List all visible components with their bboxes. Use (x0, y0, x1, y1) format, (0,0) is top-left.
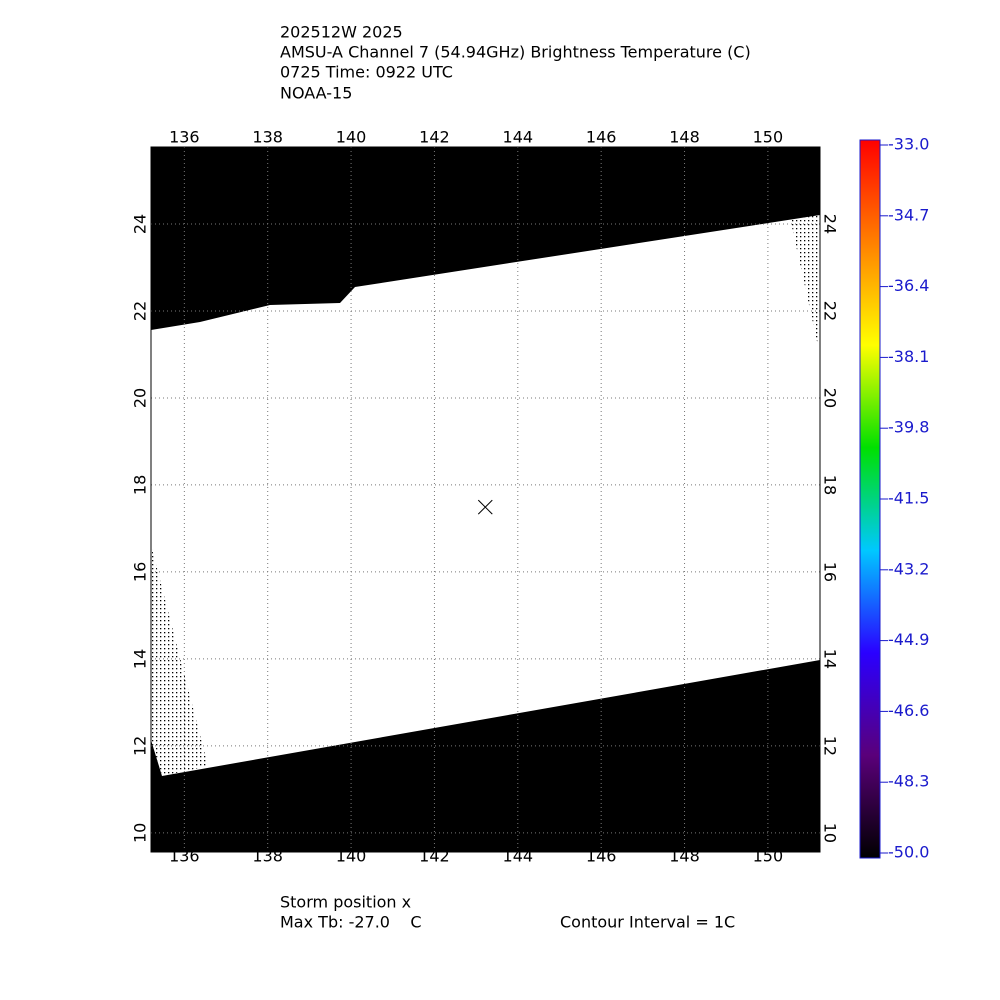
colorbar-label: -38.1 (888, 347, 929, 366)
storm-marker-stroke (477, 499, 493, 515)
y-tick-label: 20 (821, 388, 840, 408)
x-tick-label: 150 (753, 128, 784, 147)
contour-interval: Contour Interval = 1C (560, 913, 735, 932)
x-tick-label: 144 (503, 847, 534, 866)
x-tick-label: 144 (503, 128, 534, 147)
title-line: AMSU-A Channel 7 (54.94GHz) Brightness T… (280, 43, 751, 62)
x-tick-label: 138 (252, 128, 283, 147)
y-tick-label: 16 (131, 562, 150, 582)
x-tick-label: 140 (336, 847, 367, 866)
y-tick-label: 14 (131, 649, 150, 669)
x-tick-label: 136 (169, 128, 200, 147)
colorbar-label: -43.2 (888, 559, 929, 578)
colorbar-label: -41.5 (888, 489, 929, 508)
colorbar-label: -44.9 (888, 630, 929, 649)
title-line: 202512W 2025 (280, 23, 403, 42)
y-tick-label: 20 (131, 388, 150, 408)
y-tick-label: 18 (131, 475, 150, 495)
y-tick-label: 10 (821, 823, 840, 843)
x-tick-label: 146 (586, 128, 617, 147)
y-tick-label: 12 (131, 736, 150, 756)
y-tick-label: 24 (131, 214, 150, 234)
x-tick-label: 148 (669, 847, 700, 866)
colorbar-label: -46.6 (888, 701, 929, 720)
map-frame (150, 146, 821, 853)
dotted-edge (151, 545, 208, 776)
colorbar-label: -50.0 (888, 843, 929, 862)
x-tick-label: 150 (753, 847, 784, 866)
x-tick-label: 142 (419, 128, 450, 147)
y-tick-label: 14 (821, 649, 840, 669)
map (151, 147, 820, 852)
no-data-region (151, 660, 820, 852)
colorbar-scale (859, 139, 881, 859)
x-tick-label: 148 (669, 128, 700, 147)
dotted-edge (790, 215, 820, 355)
colorbar-label: -36.4 (888, 276, 929, 295)
x-tick-label: 136 (169, 847, 200, 866)
x-tick-label: 138 (252, 847, 283, 866)
storm-marker (477, 499, 493, 515)
x-tick-label: 146 (586, 847, 617, 866)
title-line: 0725 Time: 0922 UTC (280, 63, 453, 82)
no-data-region (151, 147, 820, 330)
y-tick-label: 16 (821, 562, 840, 582)
colorbar: -33.0 -34.7 -36.4 -38.1 -39.8 -41.5 -43.2 -44.9… (859, 135, 929, 862)
colorbar-label: -39.8 (888, 418, 929, 437)
y-tick-label: 12 (821, 736, 840, 756)
colorbar-label: -33.0 (888, 135, 929, 154)
y-tick-label: 24 (821, 214, 840, 234)
colorbar-label: -48.3 (888, 772, 929, 791)
max-tb: Max Tb: -27.0 C (280, 913, 421, 932)
x-tick-label: 142 (419, 847, 450, 866)
y-tick-label: 10 (131, 823, 150, 843)
labels: 202512W 2025 AMSU-A Channel 7 (54.94GHz)… (280, 23, 751, 932)
y-tick-label: 22 (821, 301, 840, 321)
y-tick-label: 22 (131, 301, 150, 321)
y-tick-label: 18 (821, 475, 840, 495)
colorbar-label: -34.7 (888, 205, 929, 224)
storm-label: Storm position x (280, 893, 411, 912)
x-tick-label: 140 (336, 128, 367, 147)
grid (151, 147, 820, 852)
title-line: NOAA-15 (280, 84, 352, 103)
